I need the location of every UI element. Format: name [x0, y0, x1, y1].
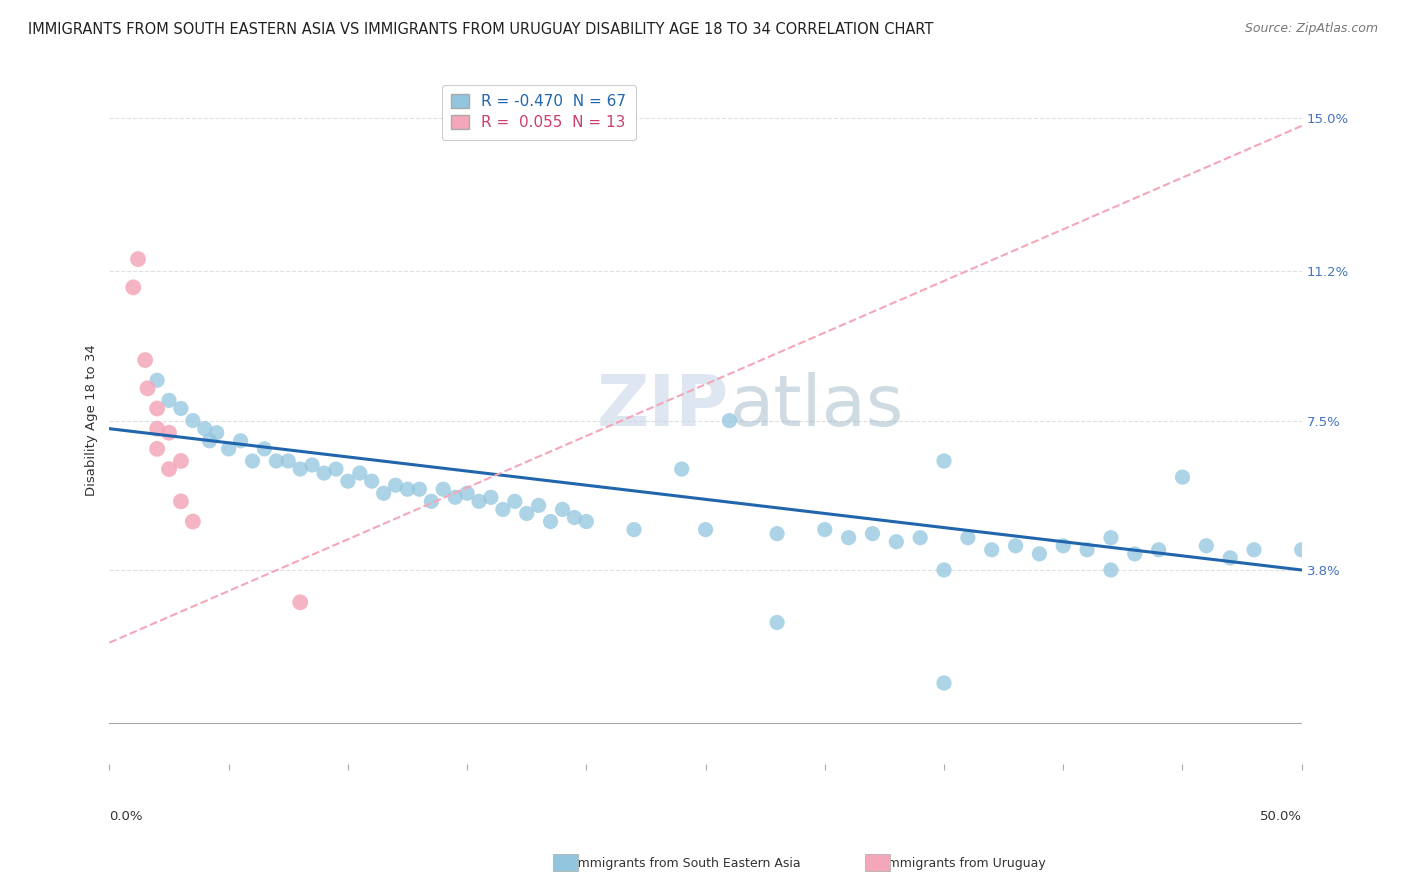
Point: [908, 531, 931, 545]
Point: [1147, 542, 1170, 557]
Point: [492, 502, 515, 516]
Point: [170, 454, 193, 468]
Point: [527, 499, 550, 513]
Point: [932, 454, 955, 468]
Text: Immigrants from South Eastern Asia: Immigrants from South Eastern Asia: [562, 856, 801, 870]
Point: [194, 422, 217, 436]
Point: [956, 531, 979, 545]
Legend: R = -0.470  N = 67, R =  0.055  N = 13: R = -0.470 N = 67, R = 0.055 N = 13: [441, 85, 636, 140]
Point: [288, 595, 311, 609]
Point: [932, 563, 955, 577]
Point: [479, 491, 502, 505]
Point: [1195, 539, 1218, 553]
Point: [932, 676, 955, 690]
Point: [242, 454, 264, 468]
Point: [444, 491, 467, 505]
Point: [157, 462, 180, 476]
Point: [146, 422, 169, 436]
Point: [575, 515, 598, 529]
Point: [122, 280, 145, 294]
Point: [838, 531, 860, 545]
Point: [718, 414, 741, 428]
Point: [551, 502, 574, 516]
Point: [1243, 542, 1265, 557]
Point: [181, 414, 204, 428]
Point: [766, 526, 789, 541]
Point: [1028, 547, 1050, 561]
Point: [862, 526, 884, 541]
Point: [456, 486, 478, 500]
Point: [288, 462, 311, 476]
Point: [198, 434, 221, 448]
Point: [1123, 547, 1146, 561]
Point: [886, 534, 908, 549]
Point: [468, 494, 491, 508]
Point: [1219, 550, 1241, 565]
Point: [181, 515, 204, 529]
Point: [136, 381, 159, 395]
Point: [540, 515, 562, 529]
Point: [980, 542, 1002, 557]
Point: [134, 353, 156, 368]
Point: [146, 373, 169, 387]
Point: [766, 615, 789, 630]
Point: [146, 401, 169, 416]
Text: Immigrants from Uruguay: Immigrants from Uruguay: [872, 856, 1046, 870]
Point: [814, 523, 837, 537]
Point: [1076, 542, 1098, 557]
Text: 50.0%: 50.0%: [1260, 811, 1302, 823]
Point: [360, 474, 382, 488]
Text: Source: ZipAtlas.com: Source: ZipAtlas.com: [1244, 22, 1378, 36]
Point: [325, 462, 347, 476]
Point: [1099, 563, 1122, 577]
Point: [253, 442, 276, 456]
Point: [127, 252, 149, 266]
Point: [503, 494, 526, 508]
Point: [516, 507, 538, 521]
Point: [312, 466, 335, 480]
Text: ZIP: ZIP: [598, 372, 730, 442]
Point: [396, 482, 419, 496]
Text: IMMIGRANTS FROM SOUTH EASTERN ASIA VS IMMIGRANTS FROM URUGUAY DISABILITY AGE 18 : IMMIGRANTS FROM SOUTH EASTERN ASIA VS IM…: [28, 22, 934, 37]
Point: [564, 510, 586, 524]
Point: [671, 462, 693, 476]
Point: [266, 454, 288, 468]
Point: [170, 401, 193, 416]
Point: [301, 458, 323, 472]
Y-axis label: Disability Age 18 to 34: Disability Age 18 to 34: [86, 344, 98, 497]
Point: [623, 523, 645, 537]
Point: [1052, 539, 1074, 553]
Point: [1171, 470, 1194, 484]
Point: [277, 454, 299, 468]
Point: [349, 466, 371, 480]
Point: [408, 482, 430, 496]
Text: 0.0%: 0.0%: [110, 811, 143, 823]
Point: [373, 486, 395, 500]
Point: [695, 523, 717, 537]
Point: [146, 442, 169, 456]
Point: [157, 393, 180, 408]
Text: atlas: atlas: [730, 372, 904, 442]
Point: [229, 434, 252, 448]
Point: [432, 482, 454, 496]
Point: [157, 425, 180, 440]
Point: [218, 442, 240, 456]
Point: [1099, 531, 1122, 545]
Point: [205, 425, 228, 440]
Point: [336, 474, 359, 488]
Point: [170, 494, 193, 508]
Point: [1291, 542, 1313, 557]
Point: [1004, 539, 1026, 553]
Point: [420, 494, 443, 508]
Point: [384, 478, 406, 492]
